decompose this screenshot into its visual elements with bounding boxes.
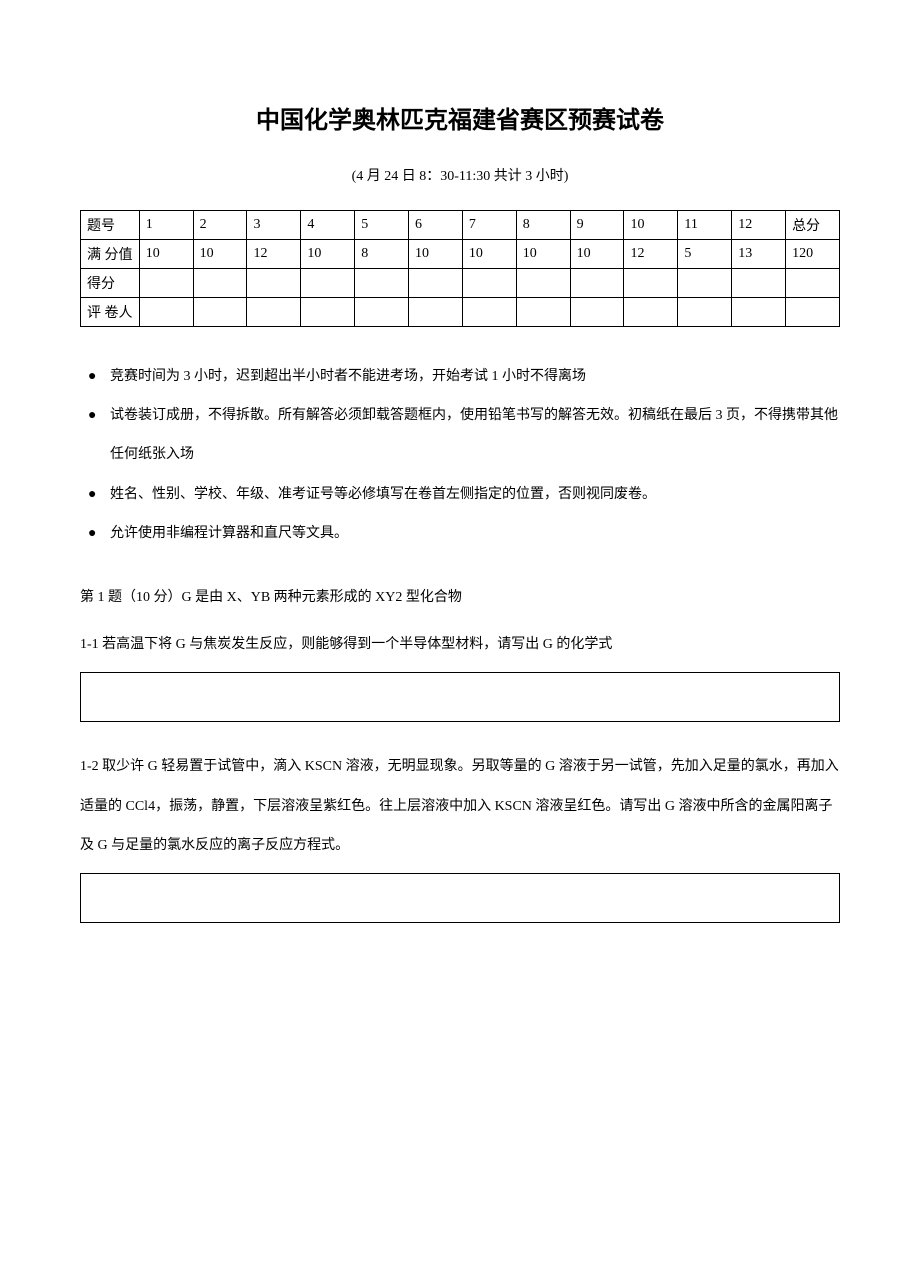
table-cell bbox=[355, 269, 409, 298]
table-cell: 12 bbox=[732, 211, 786, 240]
table-cell: 10 bbox=[301, 240, 355, 269]
table-cell: 10 bbox=[516, 240, 570, 269]
table-cell bbox=[516, 269, 570, 298]
table-cell: 10 bbox=[409, 240, 463, 269]
table-cell: 10 bbox=[570, 240, 624, 269]
answer-box-1-1 bbox=[80, 672, 840, 722]
table-cell: 5 bbox=[678, 240, 732, 269]
table-cell bbox=[732, 269, 786, 298]
document-subtitle: (4 月 24 日 8：30-11:30 共计 3 小时) bbox=[80, 165, 840, 185]
instruction-item: 姓名、性别、学校、年级、准考证号等必修填写在卷首左侧指定的位置，否则视同废卷。 bbox=[80, 475, 840, 514]
table-row-graders: 评 卷人 bbox=[81, 298, 840, 327]
table-cell bbox=[409, 269, 463, 298]
table-cell: 12 bbox=[624, 240, 678, 269]
table-cell: 总分 bbox=[786, 211, 840, 240]
table-cell bbox=[355, 298, 409, 327]
table-cell bbox=[301, 298, 355, 327]
table-cell bbox=[732, 298, 786, 327]
table-cell bbox=[301, 269, 355, 298]
table-cell: 2 bbox=[193, 211, 247, 240]
question-1-2: 1-2 取少许 G 轻易置于试管中，滴入 KSCN 溶液，无明显现象。另取等量的… bbox=[80, 747, 840, 865]
table-cell bbox=[193, 298, 247, 327]
instruction-list: 竞赛时间为 3 小时，迟到超出半小时者不能进考场，开始考试 1 小时不得离场 试… bbox=[80, 357, 840, 553]
table-row-question-numbers: 题号 1 2 3 4 5 6 7 8 9 10 11 12 总分 bbox=[81, 211, 840, 240]
table-cell bbox=[409, 298, 463, 327]
table-cell bbox=[462, 269, 516, 298]
table-cell bbox=[516, 298, 570, 327]
score-table: 题号 1 2 3 4 5 6 7 8 9 10 11 12 总分 满 分值 10… bbox=[80, 210, 840, 327]
table-cell bbox=[139, 298, 193, 327]
table-cell: 12 bbox=[247, 240, 301, 269]
table-cell: 10 bbox=[462, 240, 516, 269]
table-cell bbox=[624, 298, 678, 327]
instruction-item: 允许使用非编程计算器和直尺等文具。 bbox=[80, 514, 840, 553]
table-cell: 120 bbox=[786, 240, 840, 269]
row-header: 评 卷人 bbox=[81, 298, 140, 327]
table-cell: 7 bbox=[462, 211, 516, 240]
table-row-scores: 得分 bbox=[81, 269, 840, 298]
table-cell: 9 bbox=[570, 211, 624, 240]
table-cell bbox=[678, 269, 732, 298]
instruction-item: 竞赛时间为 3 小时，迟到超出半小时者不能进考场，开始考试 1 小时不得离场 bbox=[80, 357, 840, 396]
table-cell bbox=[624, 269, 678, 298]
instruction-item: 试卷装订成册，不得拆散。所有解答必须卸载答题框内，使用铅笔书写的解答无效。初稿纸… bbox=[80, 396, 840, 474]
row-header: 满 分值 bbox=[81, 240, 140, 269]
row-header: 得分 bbox=[81, 269, 140, 298]
table-cell: 6 bbox=[409, 211, 463, 240]
table-cell bbox=[786, 269, 840, 298]
table-cell bbox=[247, 298, 301, 327]
table-cell bbox=[678, 298, 732, 327]
table-cell bbox=[786, 298, 840, 327]
table-cell bbox=[193, 269, 247, 298]
table-cell: 13 bbox=[732, 240, 786, 269]
table-cell: 10 bbox=[624, 211, 678, 240]
table-cell: 3 bbox=[247, 211, 301, 240]
table-cell: 4 bbox=[301, 211, 355, 240]
table-cell bbox=[462, 298, 516, 327]
row-header: 题号 bbox=[81, 211, 140, 240]
table-cell: 11 bbox=[678, 211, 732, 240]
question-1-1: 1-1 若高温下将 G 与焦炭发生反应，则能够得到一个半导体型材料，请写出 G … bbox=[80, 625, 840, 664]
table-cell: 5 bbox=[355, 211, 409, 240]
table-cell: 10 bbox=[193, 240, 247, 269]
question-1-header: 第 1 题（10 分）G 是由 X、YB 两种元素形成的 XY2 型化合物 bbox=[80, 578, 840, 617]
table-cell bbox=[139, 269, 193, 298]
table-cell bbox=[570, 298, 624, 327]
table-cell: 1 bbox=[139, 211, 193, 240]
table-cell bbox=[247, 269, 301, 298]
table-cell: 10 bbox=[139, 240, 193, 269]
table-cell: 8 bbox=[516, 211, 570, 240]
table-row-full-scores: 满 分值 10 10 12 10 8 10 10 10 10 12 5 13 1… bbox=[81, 240, 840, 269]
answer-box-1-2 bbox=[80, 873, 840, 923]
table-cell bbox=[570, 269, 624, 298]
document-title: 中国化学奥林匹克福建省赛区预赛试卷 bbox=[80, 100, 840, 135]
table-cell: 8 bbox=[355, 240, 409, 269]
